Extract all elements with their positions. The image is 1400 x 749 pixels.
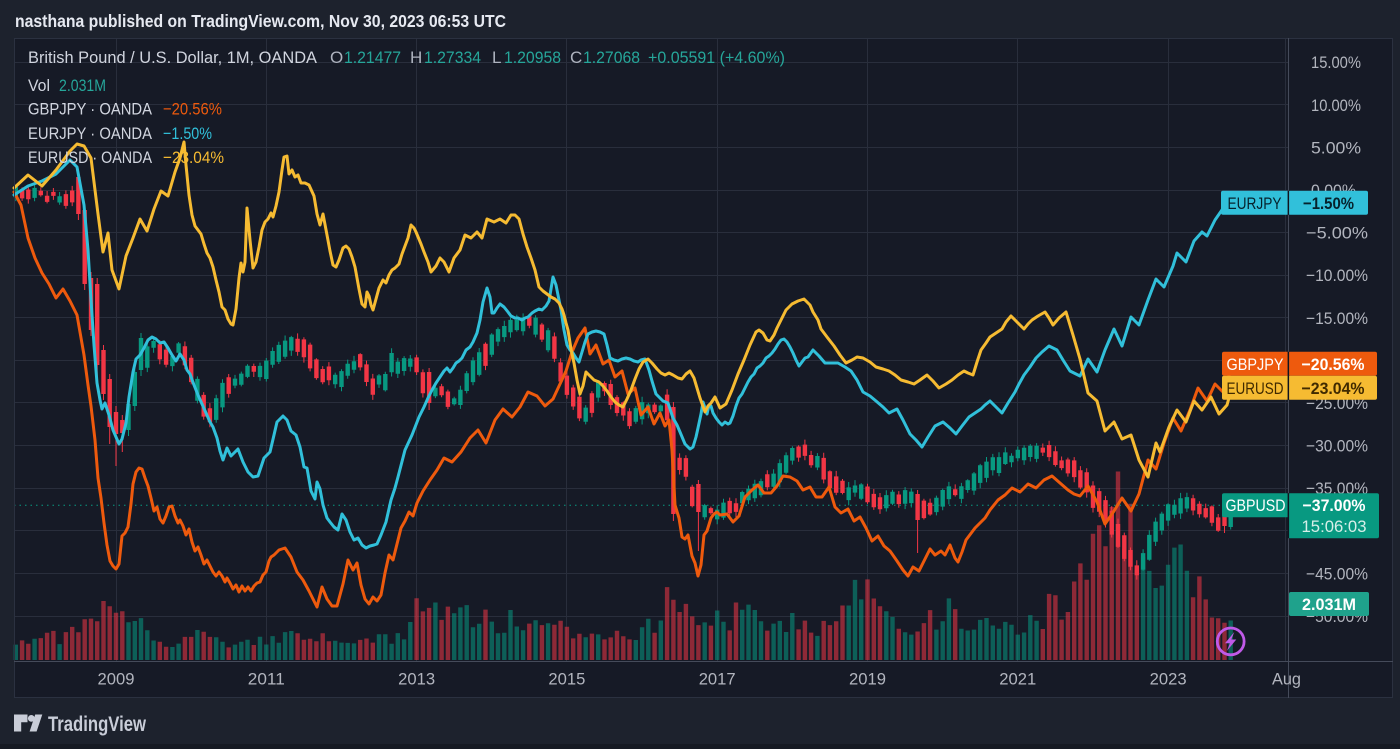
svg-text:EURJPY: EURJPY — [1228, 194, 1282, 213]
svg-text:Vol: Vol — [28, 76, 50, 95]
svg-text:−30.00%: −30.00% — [1306, 437, 1368, 456]
svg-text:1.21477: 1.21477 — [344, 48, 401, 67]
svg-text:nasthana published on TradingV: nasthana published on TradingView.com, N… — [15, 11, 506, 31]
svg-text:GBPUSD: GBPUSD — [1226, 496, 1286, 515]
svg-text:−23.04%: −23.04% — [1302, 379, 1365, 398]
svg-text:GBPJPY · OANDA: GBPJPY · OANDA — [28, 100, 153, 119]
svg-text:−1.50%: −1.50% — [1303, 194, 1354, 213]
svg-text:TradingView: TradingView — [48, 713, 147, 736]
svg-text:2023: 2023 — [1150, 670, 1187, 689]
svg-text:−37.00%: −37.00% — [1303, 496, 1366, 515]
svg-text:C: C — [570, 48, 582, 67]
svg-text:British Pound / U.S. Dollar, 1: British Pound / U.S. Dollar, 1M, OANDA — [28, 48, 318, 67]
svg-text:2019: 2019 — [849, 670, 886, 689]
svg-text:5.00%: 5.00% — [1311, 138, 1361, 157]
svg-text:15:06:03: 15:06:03 — [1302, 518, 1367, 536]
svg-text:−20.56%: −20.56% — [1302, 355, 1365, 374]
svg-text:1.27068: 1.27068 — [583, 48, 640, 67]
svg-text:−1.50%: −1.50% — [163, 124, 212, 143]
svg-text:−15.00%: −15.00% — [1306, 309, 1368, 328]
svg-text:EURUSD · OANDA: EURUSD · OANDA — [28, 148, 153, 167]
svg-text:2011: 2011 — [248, 670, 285, 689]
svg-text:−23.04%: −23.04% — [163, 148, 224, 167]
svg-text:15.00%: 15.00% — [1311, 53, 1361, 72]
svg-text:−10.00%: −10.00% — [1306, 266, 1368, 285]
svg-text:2009: 2009 — [98, 670, 135, 689]
svg-text:2.031M: 2.031M — [59, 76, 106, 95]
svg-text:1.27334: 1.27334 — [424, 48, 481, 67]
svg-text:L: L — [492, 48, 501, 67]
svg-text:O: O — [330, 48, 343, 67]
svg-text:2013: 2013 — [398, 670, 435, 689]
svg-text:2017: 2017 — [699, 670, 736, 689]
svg-text:Aug: Aug — [1272, 670, 1301, 689]
svg-text:EURJPY · OANDA: EURJPY · OANDA — [28, 124, 153, 143]
svg-text:2021: 2021 — [999, 670, 1036, 689]
svg-text:H: H — [410, 48, 422, 67]
svg-text:2.031M: 2.031M — [1302, 595, 1356, 614]
svg-text:−20.56%: −20.56% — [163, 100, 222, 119]
svg-text:EURUSD: EURUSD — [1227, 379, 1284, 398]
svg-text:−5.00%: −5.00% — [1306, 224, 1368, 243]
svg-text:−45.00%: −45.00% — [1306, 564, 1368, 583]
svg-text:2015: 2015 — [548, 670, 585, 689]
svg-text:10.00%: 10.00% — [1311, 96, 1361, 115]
svg-text:1.20958: 1.20958 — [504, 48, 561, 67]
svg-text:GBPJPY: GBPJPY — [1227, 355, 1284, 374]
svg-text:+0.05591 (+4.60%): +0.05591 (+4.60%) — [648, 48, 785, 67]
